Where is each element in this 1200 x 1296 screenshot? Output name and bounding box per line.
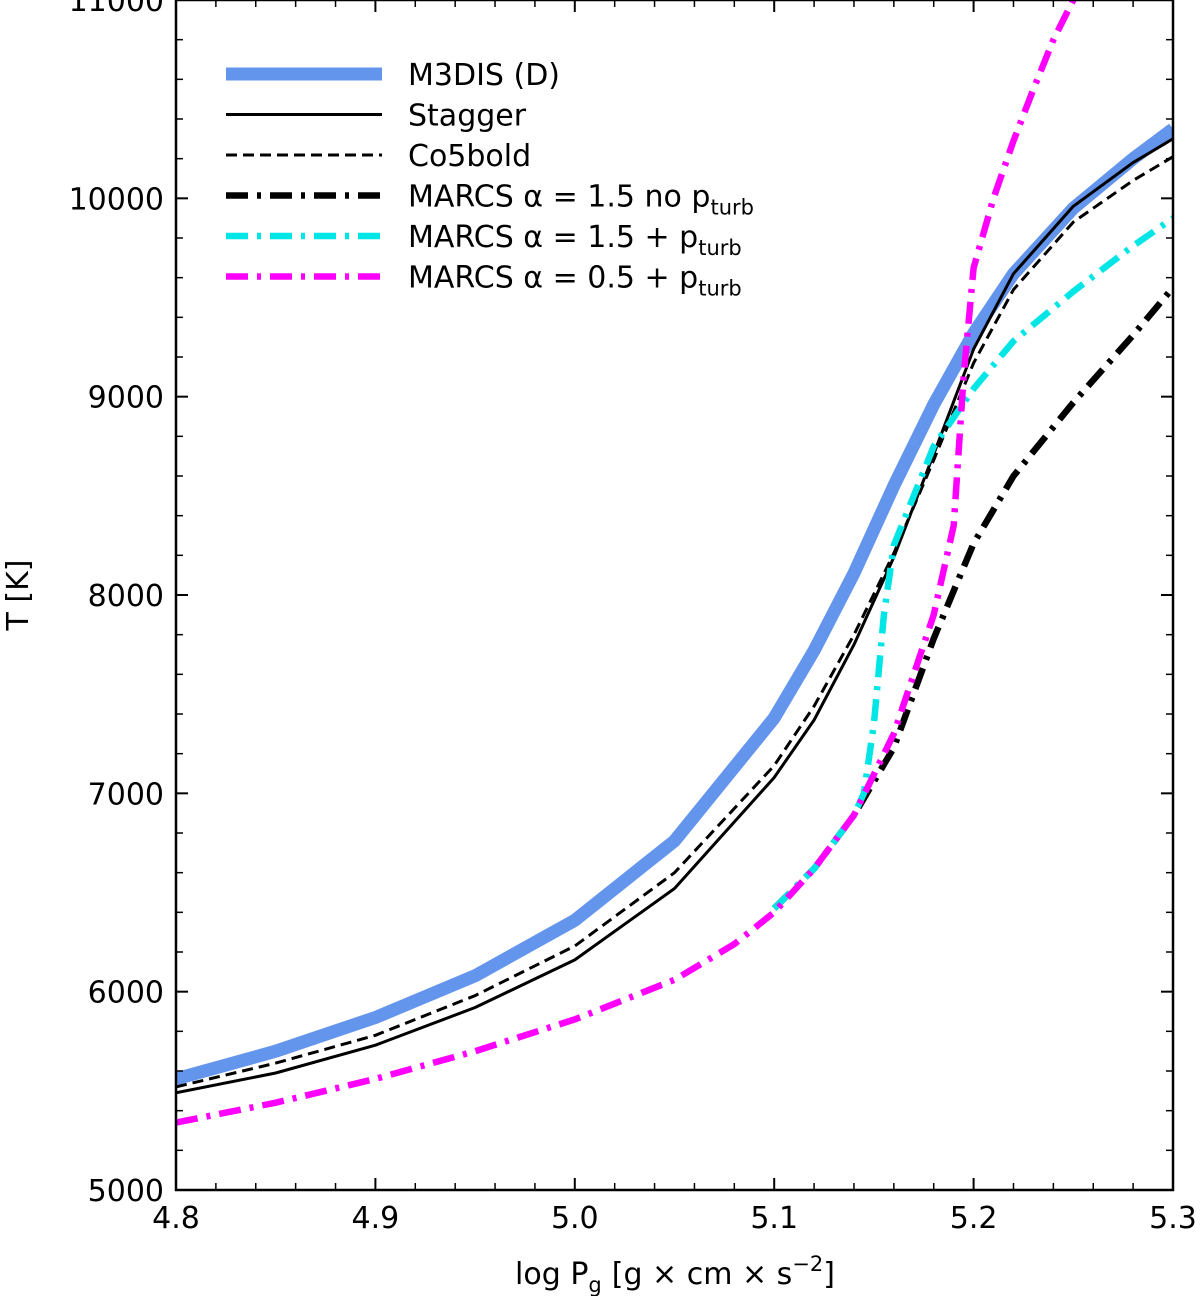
series-line-1 [176,137,1173,1095]
series-line-4 [771,215,1173,911]
x-tick-label: 4.9 [352,1201,400,1236]
y-tick-label: 5000 [88,1174,164,1209]
ticks-layer: 4.8 4.9 5.0 5.1 5.2 5.3 5000 6000 7000 8000 9000 10… [69,0,1197,1236]
y-tick-label: 11000 [69,0,164,19]
legend-label-1: Stagger [408,99,527,134]
series-line-2 [176,155,1173,1089]
y-tick-label: 6000 [88,976,164,1011]
x-axis-label-main: log P [515,1257,588,1292]
y-tick-label: 8000 [88,579,164,614]
legend: M3DIS (D) Stagger Co5bold MARCS α = 1.5 no … [226,58,754,301]
y-tick-label: 7000 [88,777,164,812]
x-tick-label: 5.0 [551,1201,599,1236]
legend-label-5: MARCS α = 0.5 + pturb [408,261,742,301]
x-axis-label: log Pg [g × cm × s−2] [515,1252,835,1296]
legend-label-3: MARCS α = 1.5 no pturb [408,180,754,220]
x-axis-label-close: ] [823,1257,835,1292]
plot-frame [174,0,1175,1192]
x-tick-label: 4.8 [152,1201,200,1236]
y-tick-label: 9000 [88,381,164,416]
x-tick-label: 5.1 [750,1201,798,1236]
y-tick-label: 10000 [69,182,164,217]
x-axis-label-sub: g [588,1273,601,1296]
legend-label-4: MARCS α = 1.5 + pturb [408,220,742,260]
y-axis-label: T [K] [1,560,36,632]
series-line-5 [176,0,1078,1126]
legend-label-0: M3DIS (D) [408,58,560,93]
legend-label-2: Co5bold [408,139,531,174]
x-tick-label: 5.3 [1149,1201,1197,1236]
series-layer [176,0,1173,1126]
x-axis-label-bracket: [g × cm × s [612,1257,793,1292]
x-tick-label: 5.2 [950,1201,998,1236]
x-axis-label-sup: −2 [792,1252,823,1276]
